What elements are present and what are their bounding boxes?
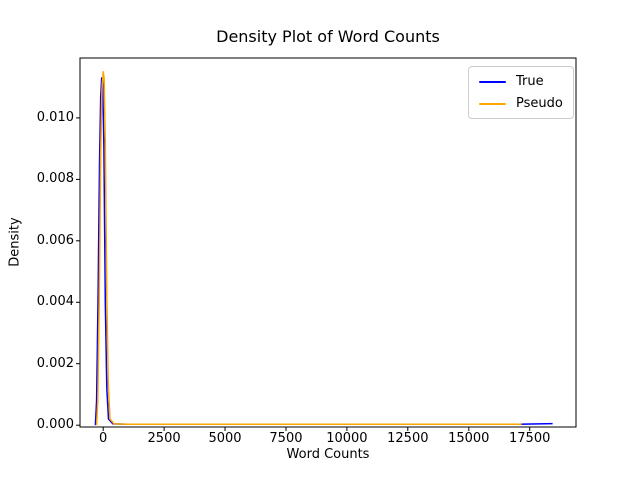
axes-spines [79,57,577,428]
x-tick-label: 5000 [208,431,242,446]
y-tick-label: 0.002 [36,355,74,371]
x-tick-label: 17500 [509,431,551,446]
legend-item-pseudo: Pseudo [479,96,563,111]
x-tick-label: 2500 [147,431,181,446]
x-axis-label: Word Counts [286,447,370,462]
x-tick-label: 10000 [326,431,368,446]
series-line-pseudo [95,71,522,426]
legend-line-pseudo [479,102,506,105]
legend: True Pseudo [468,66,574,119]
y-tick-label: 0.006 [36,232,74,248]
x-tick-label: 12500 [387,431,429,446]
y-tick-label: 0.008 [36,171,74,187]
chart-title: Density Plot of Word Counts [216,27,440,46]
series-line-true [94,77,553,426]
y-tick-label: 0.010 [36,109,74,125]
y-tick-label: 0.000 [36,417,74,433]
legend-label-pseudo: Pseudo [516,96,563,111]
x-tick-label: 0 [99,431,108,446]
legend-label-true: True [516,74,544,89]
x-tick-label: 7500 [269,431,303,446]
legend-line-true [479,80,506,83]
y-tick-label: 0.004 [36,294,74,310]
x-tick-label: 15000 [448,431,490,446]
legend-item-true: True [479,74,563,89]
